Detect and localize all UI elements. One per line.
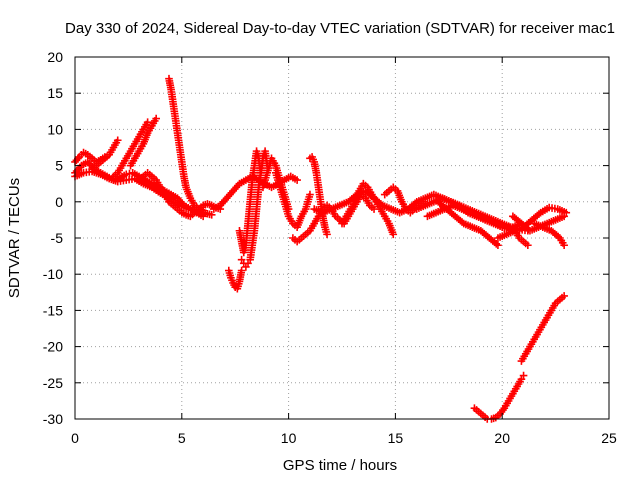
- series-track-v: [434, 198, 502, 250]
- x-axis-label: GPS time / hours: [283, 457, 397, 474]
- series-track-y: [511, 226, 532, 250]
- data-point: [207, 211, 216, 219]
- y-tick-label: -5: [51, 230, 64, 246]
- x-tick-label: 20: [494, 430, 510, 446]
- series-track-r: [338, 179, 398, 239]
- y-tick-label: -30: [43, 411, 63, 427]
- series-track-d: [88, 136, 122, 174]
- data-point: [306, 190, 314, 199]
- series-track-j: [224, 266, 246, 293]
- chart-title: Day 330 of 2024, Sidereal Day-to-day VTE…: [65, 20, 615, 37]
- series-track-g: [165, 74, 207, 215]
- y-tick-label: -10: [43, 266, 63, 282]
- data-point: [519, 371, 528, 380]
- x-tick-label: 10: [281, 430, 297, 446]
- data-points: [71, 74, 571, 423]
- series-track-f: [126, 114, 160, 170]
- series-track-low-2: [517, 292, 568, 365]
- series-track-n: [271, 169, 314, 231]
- data-point: [113, 136, 122, 145]
- series-track-low-1: [470, 371, 528, 423]
- data-point: [237, 266, 246, 275]
- data-point: [370, 205, 378, 213]
- y-tick-label: 15: [47, 85, 63, 101]
- y-tick-label: 0: [55, 194, 63, 210]
- y-tick-label: -15: [43, 302, 63, 318]
- x-tick-label: 15: [388, 430, 404, 446]
- data-point: [293, 176, 301, 184]
- x-tick-label: 5: [178, 430, 186, 446]
- y-tick-label: -20: [43, 339, 63, 355]
- data-point: [494, 241, 502, 250]
- series-track-h: [135, 169, 225, 221]
- series-track-z: [530, 219, 568, 250]
- series-track-p: [306, 153, 331, 239]
- series-track-l: [235, 147, 265, 257]
- data-point: [560, 212, 568, 221]
- data-point: [524, 241, 532, 250]
- data-point: [257, 169, 265, 177]
- series-track-e: [109, 118, 152, 181]
- data-point: [560, 241, 568, 250]
- y-tick-label: 5: [55, 158, 63, 174]
- x-tick-label: 25: [601, 430, 617, 446]
- data-point: [323, 230, 331, 239]
- data-point: [560, 292, 568, 300]
- grid: [75, 57, 609, 419]
- y-tick-label: 10: [47, 121, 63, 137]
- data-point: [143, 118, 152, 126]
- y-axis-label: SDTVAR / TECUs: [6, 178, 23, 298]
- data-point: [152, 114, 160, 123]
- x-tick-label: 0: [71, 430, 79, 446]
- axis-ticks: 0 5 10 15 20 25 -30 -25 -20 -15 -10 -5 0 5 10 15 20: [43, 49, 617, 446]
- data-point: [389, 230, 398, 239]
- y-tick-label: 20: [47, 49, 63, 65]
- y-tick-label: -25: [43, 375, 63, 391]
